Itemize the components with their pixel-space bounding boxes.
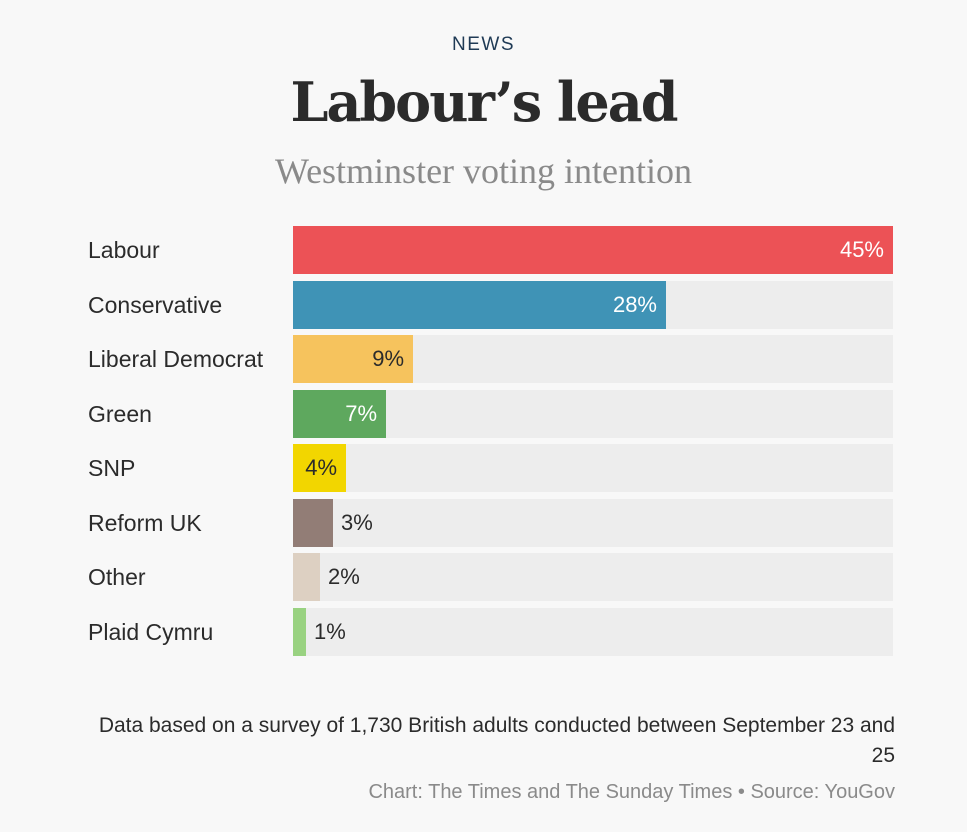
bar	[293, 608, 306, 656]
bar	[293, 281, 666, 329]
bar-value-label: 2%	[328, 564, 360, 589]
bar-label: Green	[88, 401, 152, 427]
bar-label: Liberal Democrat	[88, 346, 264, 372]
bar-value-label: 45%	[839, 237, 884, 262]
bar-value-label: 3%	[341, 510, 373, 535]
chart-title: Labour’s lead	[290, 70, 678, 134]
bar-track	[293, 390, 893, 438]
chart-credit: Chart: The Times and The Sunday Times • …	[368, 781, 895, 803]
bar-label: SNP	[88, 455, 136, 481]
bar	[293, 444, 346, 492]
bar-track	[293, 553, 893, 601]
bar-label: Labour	[88, 237, 160, 263]
bar-label: Conservative	[88, 292, 223, 318]
bar	[293, 226, 893, 274]
bar-value-label: 7%	[345, 401, 377, 426]
bar	[293, 335, 413, 383]
bar-track	[293, 608, 893, 656]
bar-track	[293, 499, 893, 547]
bar	[293, 553, 320, 601]
bar-value-label: 4%	[305, 455, 337, 480]
bar-label: Other	[88, 564, 146, 590]
bar	[293, 499, 333, 547]
bar-value-label: 1%	[314, 619, 346, 644]
chart-subtitle: Westminster voting intention	[274, 151, 693, 191]
kicker: NEWS	[452, 34, 515, 55]
bar-value-label: 28%	[612, 292, 657, 317]
bar	[293, 390, 386, 438]
bar-track	[293, 444, 893, 492]
bar-label: Reform UK	[88, 510, 202, 536]
bar-label: Plaid Cymru	[88, 619, 214, 645]
bar-value-label: 9%	[372, 346, 404, 371]
survey-note: Data based on a survey of 1,730 British …	[98, 714, 895, 767]
